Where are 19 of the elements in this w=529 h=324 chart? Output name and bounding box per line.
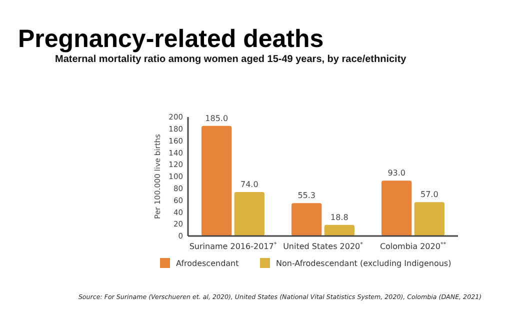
bar bbox=[414, 202, 444, 236]
x-tick-label: United States 2020$^{*}$ bbox=[283, 241, 364, 251]
chart-subtitle: Maternal mortality ratio among women aged 15-49 years, by race/ethnicity bbox=[55, 54, 407, 65]
text: 55.3 bbox=[298, 191, 316, 200]
x-tick-label: Colombia 2020$^{**}$ bbox=[380, 241, 446, 251]
text: 57.0 bbox=[420, 190, 438, 200]
chart-title: Pregnancy-related deaths bbox=[18, 25, 324, 53]
text: 93.0 bbox=[388, 168, 406, 178]
bar bbox=[292, 203, 322, 236]
text: 18.8 bbox=[330, 212, 348, 222]
bar bbox=[324, 224, 354, 236]
bar bbox=[234, 192, 264, 236]
bar bbox=[382, 180, 412, 236]
x-tick-label: Suriname 2016-2017$^{*}$ bbox=[189, 241, 277, 251]
bar bbox=[202, 126, 232, 236]
legend-label: Afrodescendant bbox=[176, 259, 239, 268]
legend-label: Non-Afrodescendant (excluding Indigenous) bbox=[276, 259, 452, 268]
text: 185.0 bbox=[205, 114, 228, 123]
text: 74.0 bbox=[240, 180, 258, 189]
